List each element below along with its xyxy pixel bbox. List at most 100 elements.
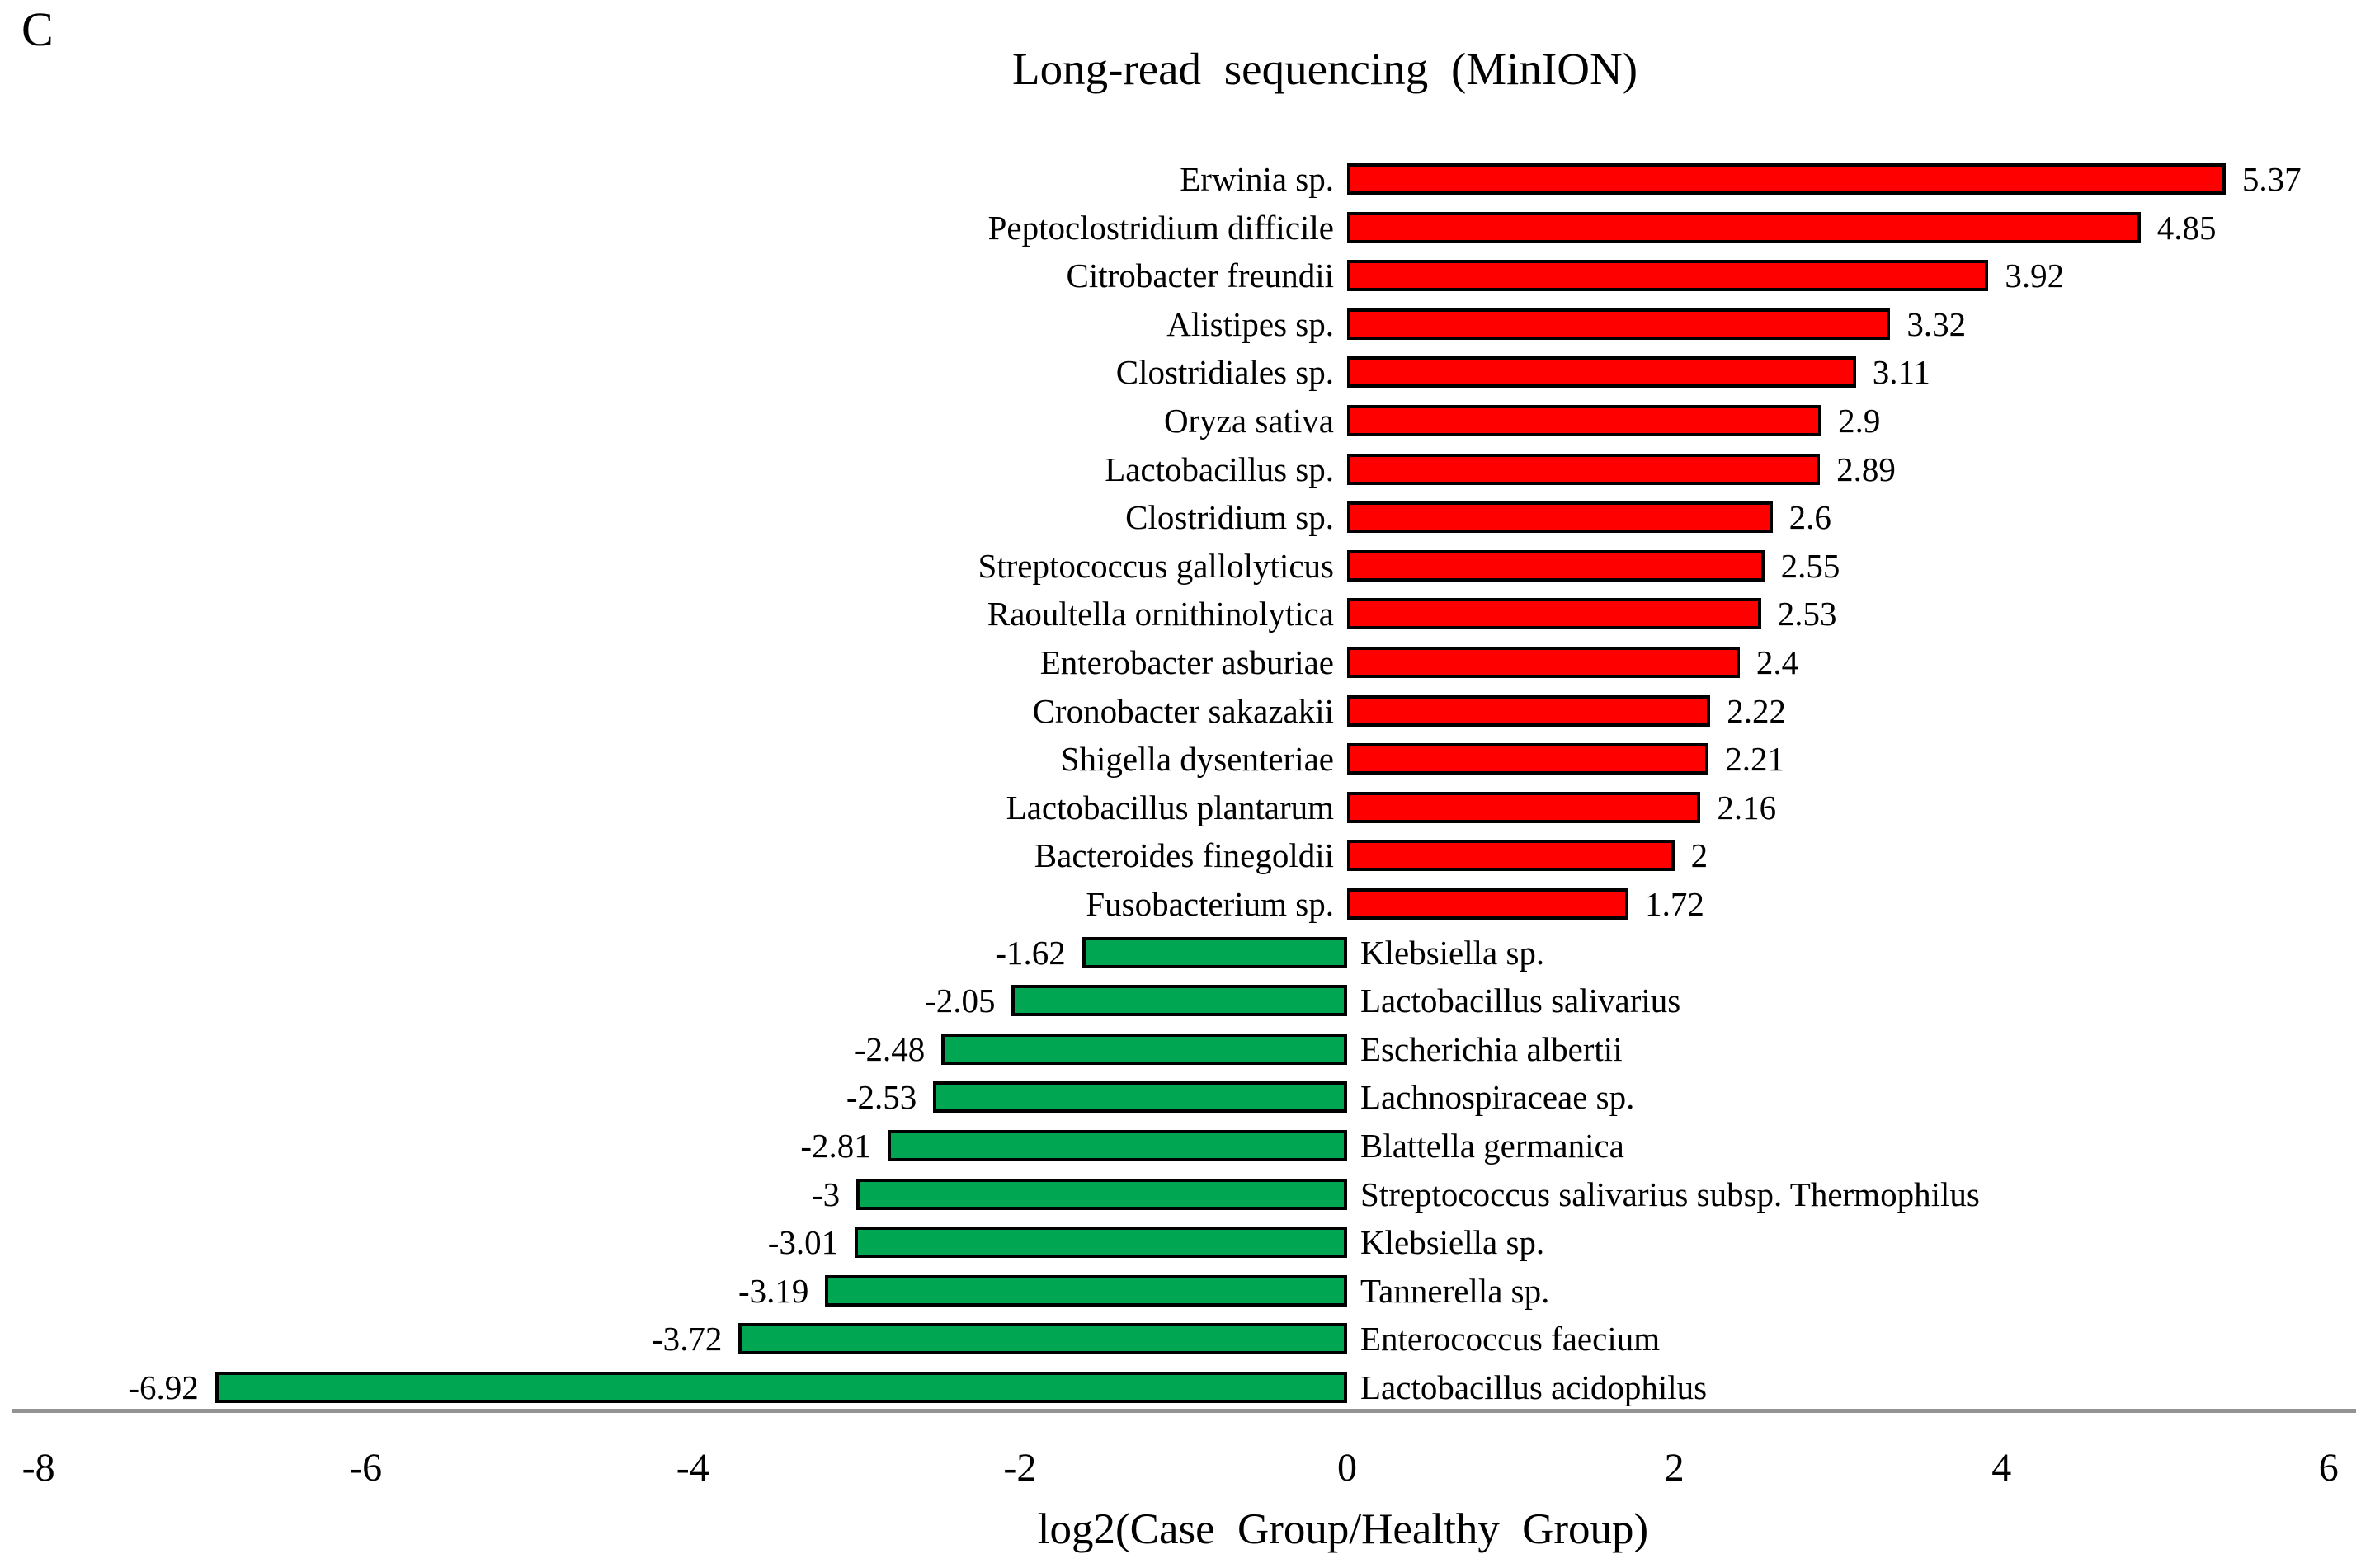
bar-positive [1347, 791, 1701, 823]
x-tick-label: -8 [21, 1446, 55, 1490]
value-label: 2.16 [1717, 788, 1777, 826]
value-label: -2.05 [925, 982, 996, 1020]
bar-row: Blattella germanica -2.81 [0, 1122, 2361, 1170]
bar-row: Clostridiales sp. 3.11 [0, 348, 2361, 396]
bar-row: Lactobacillus acidophilus -6.92 [0, 1363, 2361, 1411]
species-label: Lactobacillus salivarius [1360, 982, 1681, 1020]
bar-row: Shigella dysenteriae 2.21 [0, 735, 2361, 783]
species-label: Enterococcus faecium [1360, 1320, 1661, 1358]
value-label: 3.32 [1906, 304, 1967, 343]
bar-row: Oryza sativa 2.9 [0, 397, 2361, 445]
species-label: Bacteroides finegoldii [1034, 836, 1334, 875]
species-label: Fusobacterium sp. [1086, 885, 1334, 923]
bar-row: Alistipes sp. 3.32 [0, 300, 2361, 348]
bar-negative [887, 1130, 1347, 1161]
x-axis-ticks: -8 -6 -4 -2 0 2 4 6 [0, 1445, 2361, 1498]
bar-negative [933, 1081, 1347, 1114]
bar-negative [855, 1227, 1347, 1259]
bar-negative [856, 1178, 1347, 1210]
x-tick-label: 2 [1664, 1446, 1685, 1490]
bar-positive [1347, 356, 1856, 388]
bar-row: Lactobacillus plantarum 2.16 [0, 784, 2361, 831]
value-label: 2.55 [1780, 546, 1840, 585]
value-label: 1.72 [1645, 885, 1704, 923]
bar-positive [1347, 163, 2226, 195]
species-label: Shigella dysenteriae [1060, 740, 1334, 779]
value-label: 2.89 [1836, 450, 1896, 488]
value-label: -2.53 [846, 1078, 917, 1117]
bar-positive [1347, 840, 1675, 872]
bar-row: Klebsiella sp. -1.62 [0, 929, 2361, 977]
value-label: 4.85 [2156, 208, 2217, 247]
bar-positive [1347, 888, 1629, 920]
bar-row: Fusobacterium sp. 1.72 [0, 880, 2361, 928]
value-label: -2.48 [854, 1029, 926, 1068]
bar-positive [1347, 695, 1711, 727]
value-label: -1.62 [995, 933, 1066, 972]
value-label: 3.92 [2005, 257, 2065, 295]
x-tick-label: 0 [1337, 1446, 1357, 1490]
value-label: 2.6 [1788, 498, 1831, 537]
value-label: 2.4 [1755, 643, 1799, 681]
species-label: Citrobacter freundii [1066, 257, 1334, 295]
bar-row: Klebsiella sp. -3.01 [0, 1218, 2361, 1266]
bar-positive [1347, 549, 1765, 582]
species-label: Lachnospiraceae sp. [1360, 1078, 1635, 1117]
x-tick-label: -4 [676, 1446, 709, 1490]
x-tick-label: 4 [1991, 1446, 2012, 1490]
value-label: -3.19 [738, 1271, 809, 1310]
species-label: Klebsiella sp. [1360, 1223, 1545, 1262]
bar-row: Clostridium sp. 2.6 [0, 493, 2361, 541]
x-tick-label: -6 [349, 1446, 383, 1490]
bar-positive [1347, 598, 1761, 630]
bar-negative [941, 1033, 1347, 1065]
species-label: Blattella germanica [1360, 1127, 1624, 1165]
value-label: -3.01 [767, 1223, 839, 1262]
bar-positive [1347, 501, 1773, 534]
bar-row: Tannerella sp. -3.19 [0, 1267, 2361, 1315]
bar-positive [1347, 211, 2141, 243]
value-label: 5.37 [2241, 160, 2302, 198]
x-axis-line [12, 1409, 2356, 1413]
species-label: Raoultella ornithinolytica [987, 595, 1334, 633]
species-label: Klebsiella sp. [1360, 933, 1545, 972]
bar-row: Enterobacter asburiae 2.4 [0, 638, 2361, 686]
value-label: -3.72 [651, 1320, 723, 1358]
bar-row: Bacteroides finegoldii 2 [0, 831, 2361, 879]
bar-row: Lactobacillus salivarius -2.05 [0, 977, 2361, 1024]
value-label: 2.22 [1727, 691, 1786, 730]
bar-row: Raoultella ornithinolytica 2.53 [0, 590, 2361, 638]
bar-negative [825, 1274, 1347, 1307]
bar-row: Citrobacter freundii 3.92 [0, 252, 2361, 299]
bar-positive [1347, 405, 1822, 436]
bar-row: Lactobacillus sp. 2.89 [0, 445, 2361, 493]
species-label: Peptoclostridium difficile [987, 208, 1334, 247]
species-label: Streptococcus salivarius subsp. Thermoph… [1360, 1175, 1980, 1213]
bar-positive [1347, 308, 1891, 340]
bar-negative [214, 1372, 1347, 1403]
bar-negative [738, 1323, 1347, 1355]
value-label: -3 [811, 1175, 841, 1213]
bar-row: Escherichia albertii -2.48 [0, 1025, 2361, 1073]
bar-positive [1347, 453, 1821, 485]
bar-positive [1347, 743, 1709, 775]
species-label: Clostridiales sp. [1115, 353, 1334, 392]
species-label: Enterobacter asburiae [1039, 643, 1334, 681]
x-tick-label: -2 [1003, 1446, 1037, 1490]
bar-row: Streptococcus salivarius subsp. Thermoph… [0, 1170, 2361, 1218]
species-label: Alistipes sp. [1166, 304, 1334, 343]
species-label: Erwinia sp. [1180, 160, 1334, 198]
bar-row: Peptoclostridium difficile 4.85 [0, 204, 2361, 252]
value-label: 2 [1690, 836, 1708, 875]
species-label: Lactobacillus acidophilus [1360, 1368, 1708, 1406]
value-label: 2.9 [1838, 402, 1881, 440]
species-label: Tannerella sp. [1360, 1271, 1550, 1310]
x-tick-label: 6 [2318, 1446, 2339, 1490]
species-label: Clostridium sp. [1125, 498, 1334, 537]
species-label: Escherichia albertii [1360, 1029, 1623, 1068]
bar-row: Erwinia sp. 5.37 [0, 155, 2361, 203]
panel-label: C [21, 2, 54, 56]
bar-row: Cronobacter sakazakii 2.22 [0, 687, 2361, 735]
value-label: 2.53 [1777, 595, 1837, 633]
